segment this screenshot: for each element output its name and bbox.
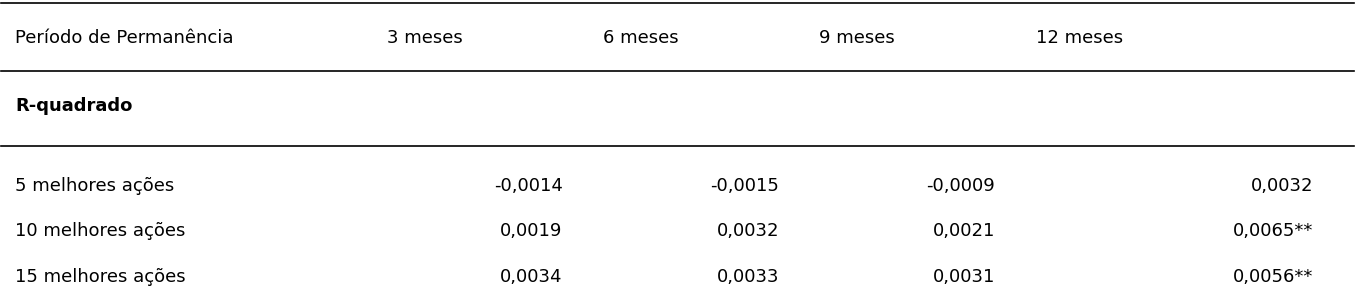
Text: 0,0031: 0,0031 <box>932 268 996 285</box>
Text: 15 melhores ações: 15 melhores ações <box>15 268 186 285</box>
Text: 9 meses: 9 meses <box>820 29 896 47</box>
Text: Período de Permanência: Período de Permanência <box>15 29 233 47</box>
Text: R-quadrado: R-quadrado <box>15 97 133 115</box>
Text: 5 melhores ações: 5 melhores ações <box>15 177 175 195</box>
Text: -0,0015: -0,0015 <box>710 177 779 195</box>
Text: -0,0014: -0,0014 <box>493 177 562 195</box>
Text: 0,0056**: 0,0056** <box>1233 268 1313 285</box>
Text: 0,0065**: 0,0065** <box>1233 223 1313 240</box>
Text: 0,0034: 0,0034 <box>500 268 562 285</box>
Text: -0,0009: -0,0009 <box>927 177 996 195</box>
Text: 0,0033: 0,0033 <box>717 268 779 285</box>
Text: 10 melhores ações: 10 melhores ações <box>15 223 186 240</box>
Text: 0,0021: 0,0021 <box>932 223 996 240</box>
Text: 0,0032: 0,0032 <box>717 223 779 240</box>
Text: 0,0019: 0,0019 <box>500 223 562 240</box>
Text: 6 meses: 6 meses <box>603 29 679 47</box>
Text: 0,0032: 0,0032 <box>1251 177 1313 195</box>
Text: 12 meses: 12 meses <box>1035 29 1123 47</box>
Text: 3 meses: 3 meses <box>386 29 462 47</box>
